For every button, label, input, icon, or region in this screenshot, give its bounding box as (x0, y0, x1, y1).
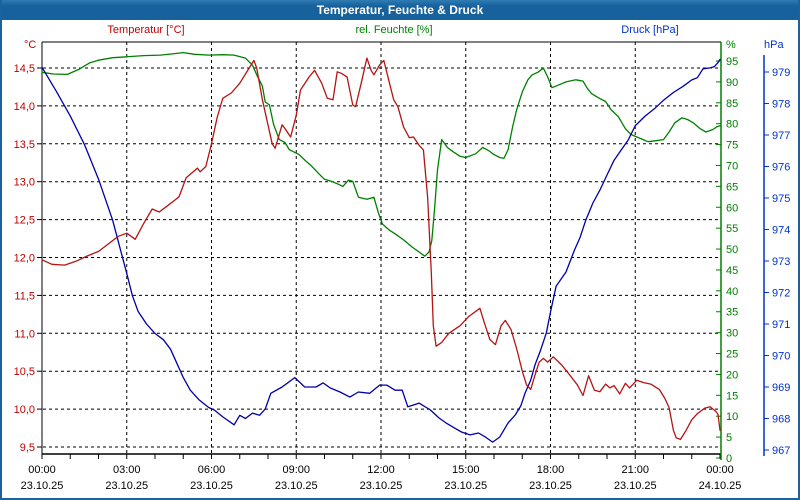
svg-text:40: 40 (726, 286, 738, 298)
pressure-axis-unit: hPa (764, 39, 784, 51)
svg-text:25: 25 (726, 349, 738, 361)
svg-text:50: 50 (726, 244, 738, 256)
svg-text:12:00: 12:00 (367, 464, 395, 476)
humidity-axis-unit: % (726, 39, 736, 51)
svg-text:80: 80 (726, 119, 738, 131)
svg-text:9,5: 9,5 (20, 442, 35, 454)
svg-text:15: 15 (726, 390, 738, 402)
svg-text:00:00: 00:00 (28, 464, 56, 476)
svg-text:977: 977 (772, 130, 790, 142)
svg-text:968: 968 (772, 414, 790, 426)
legend-pressure: Druck [hPa] (621, 24, 679, 36)
svg-text:13,0: 13,0 (14, 177, 35, 189)
svg-text:10,5: 10,5 (14, 366, 35, 378)
svg-text:03:00: 03:00 (113, 464, 141, 476)
svg-text:14,5: 14,5 (14, 63, 35, 75)
svg-text:10,0: 10,0 (14, 404, 35, 416)
svg-text:13,5: 13,5 (14, 139, 35, 151)
svg-text:45: 45 (726, 265, 738, 277)
svg-text:18:00: 18:00 (537, 464, 565, 476)
svg-text:15:00: 15:00 (452, 464, 480, 476)
svg-text:85: 85 (726, 98, 738, 110)
legend-temperature: Temperatur [°C] (107, 24, 185, 36)
svg-text:23.10.25: 23.10.25 (105, 480, 148, 492)
window-title: Temperatur, Feuchte & Druck (2, 0, 798, 20)
svg-text:5: 5 (726, 432, 732, 444)
svg-text:06:00: 06:00 (198, 464, 226, 476)
svg-text:976: 976 (772, 162, 790, 174)
svg-text:23.10.25: 23.10.25 (444, 480, 487, 492)
legend-humidity: rel. Feuchte [%] (355, 24, 433, 36)
svg-text:90: 90 (726, 77, 738, 89)
svg-text:23.10.25: 23.10.25 (21, 480, 64, 492)
svg-text:20: 20 (726, 369, 738, 381)
svg-text:969: 969 (772, 382, 790, 394)
svg-text:70: 70 (726, 160, 738, 172)
svg-text:973: 973 (772, 256, 790, 268)
svg-text:11,0: 11,0 (14, 328, 35, 340)
svg-text:12,0: 12,0 (14, 253, 35, 265)
svg-text:970: 970 (772, 351, 790, 363)
svg-text:75: 75 (726, 140, 738, 152)
svg-text:11,5: 11,5 (14, 290, 35, 302)
svg-text:95: 95 (726, 56, 738, 68)
svg-text:23.10.25: 23.10.25 (360, 480, 403, 492)
svg-text:00:00: 00:00 (706, 464, 734, 476)
svg-text:14,0: 14,0 (14, 101, 35, 113)
temperature-axis-unit: °C (24, 39, 37, 51)
svg-text:978: 978 (772, 99, 790, 111)
svg-text:967: 967 (772, 445, 790, 457)
svg-text:21:00: 21:00 (621, 464, 649, 476)
svg-text:0: 0 (726, 453, 732, 465)
svg-text:23.10.25: 23.10.25 (529, 480, 572, 492)
svg-text:12,5: 12,5 (14, 215, 35, 227)
svg-text:23.10.25: 23.10.25 (190, 480, 233, 492)
svg-text:24.10.25: 24.10.25 (699, 480, 742, 492)
svg-text:35: 35 (726, 307, 738, 319)
svg-text:65: 65 (726, 181, 738, 193)
svg-text:979: 979 (772, 67, 790, 79)
svg-text:09:00: 09:00 (282, 464, 310, 476)
svg-text:975: 975 (772, 193, 790, 205)
svg-text:60: 60 (726, 202, 738, 214)
svg-text:55: 55 (726, 223, 738, 235)
svg-text:23.10.25: 23.10.25 (614, 480, 657, 492)
svg-text:10: 10 (726, 411, 738, 423)
svg-text:971: 971 (772, 319, 790, 331)
svg-text:30: 30 (726, 328, 738, 340)
svg-text:972: 972 (772, 288, 790, 300)
svg-text:974: 974 (772, 225, 790, 237)
svg-text:23.10.25: 23.10.25 (275, 480, 318, 492)
